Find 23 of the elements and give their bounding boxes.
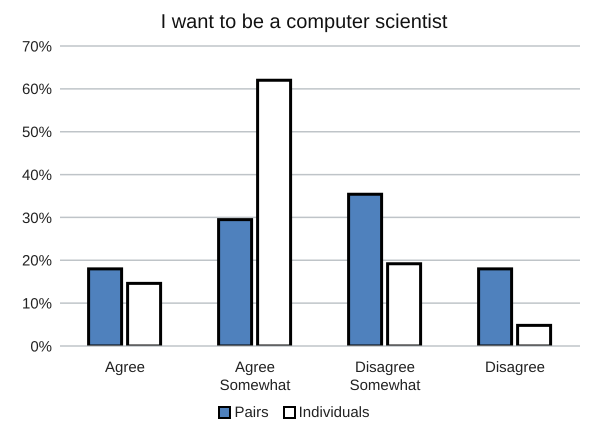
y-tick-label: 50%: [22, 124, 52, 142]
bar: [217, 218, 254, 346]
y-tick-label: 30%: [22, 210, 52, 227]
x-tick-label: Disagree: [484, 359, 546, 376]
y-tick-label: 70%: [22, 38, 52, 56]
x-tick-label: Agree Somewhat: [220, 359, 292, 394]
y-tick-label: 10%: [22, 295, 52, 312]
bar: [87, 267, 124, 346]
bar: [516, 324, 552, 346]
y-tick-label: 40%: [22, 166, 52, 184]
x-tick-label: Disagree Somewhat: [350, 359, 422, 394]
bar: [477, 267, 514, 346]
y-tick-label: 20%: [22, 252, 52, 270]
legend-label: Pairs: [233, 404, 269, 421]
bar: [126, 282, 162, 346]
bar: [256, 78, 292, 346]
bar: [347, 192, 384, 346]
x-tick-label: Agree: [104, 359, 146, 376]
legend-label: Individuals: [298, 404, 370, 421]
y-tick-label: 0%: [30, 338, 52, 356]
bar: [386, 262, 422, 346]
y-tick-label: 60%: [22, 81, 52, 98]
chart-title: I want to be a computer scientist: [160, 10, 448, 35]
